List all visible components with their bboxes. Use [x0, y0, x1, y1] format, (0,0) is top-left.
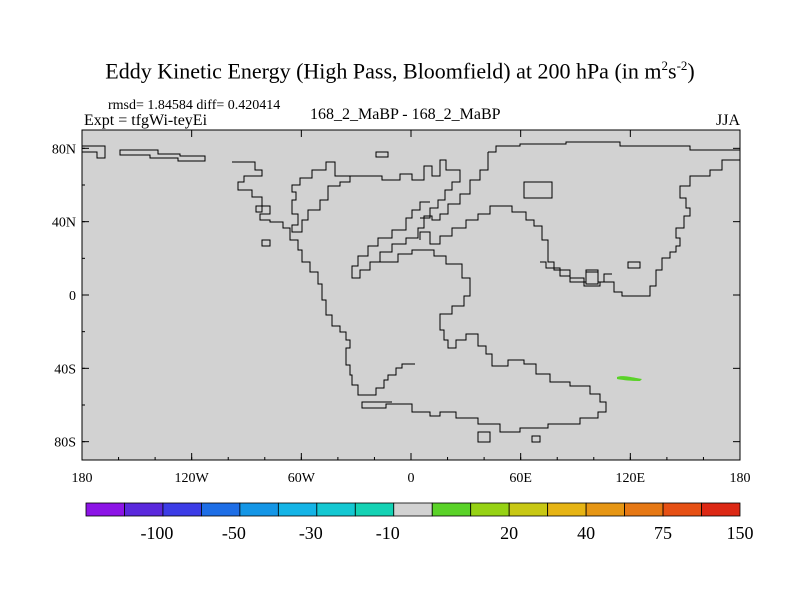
experiment-label: Expt = tfgWi-teyEi [84, 112, 208, 129]
colorbar-swatch [85, 502, 125, 517]
colorbar-swatch [124, 502, 164, 517]
coastline-eurasia-arctic [488, 141, 740, 153]
colorbar-label: 20 [500, 523, 518, 543]
colorbar-label: 75 [654, 523, 672, 543]
x-tick-label: 60W [288, 471, 316, 486]
colorbar-swatch [431, 502, 472, 517]
colorbar-swatch [470, 502, 510, 517]
stats-label: rmsd= 1.84584 diff= 0.420414 [108, 98, 281, 113]
coastline-scandinavia [351, 152, 489, 279]
colorbar-swatch [701, 502, 741, 517]
colorbar-label: -10 [376, 523, 400, 543]
x-tick-label: 0 [408, 471, 415, 486]
coastline-caspian [523, 181, 553, 199]
colorbar-swatch [508, 502, 549, 517]
coastline-antarctic-isle-a [477, 431, 491, 443]
colorbar-swatch [201, 502, 241, 517]
coastline-africa [361, 249, 607, 433]
y-axis-ticks: 80N 40N 0 40S 80S [52, 142, 740, 451]
colorbar-swatch [354, 502, 395, 517]
coastline-antarctic-isle-b [531, 435, 541, 443]
colorbar-swatch [585, 502, 625, 517]
coastline-southeast-asia [540, 261, 612, 283]
coastline-north-america-east [291, 161, 351, 233]
colorbar-swatch [239, 502, 279, 517]
anomaly-patch [617, 376, 642, 381]
map-field [82, 130, 740, 460]
x-tick-label: 60E [509, 471, 532, 486]
colorbar-swatch [277, 502, 318, 517]
colorbar-swatch [662, 502, 702, 517]
chart-title: Eddy Kinetic Energy (High Pass, Bloomfie… [105, 58, 695, 84]
coastline-eurasia-north [419, 159, 740, 297]
colorbar: -100 -50 -30 -10 20 40 75 150 [85, 502, 754, 543]
colorbar-label: -100 [140, 523, 173, 543]
y-tick-label: 80N [52, 142, 76, 157]
colorbar-swatch [547, 502, 587, 517]
colorbar-swatch [316, 502, 356, 517]
coastlines [82, 141, 740, 443]
coastline-north-america [232, 161, 415, 396]
x-tick-label: 120E [616, 471, 646, 486]
run-comparison-label: 168_2_MaBP - 168_2_MaBP [310, 106, 501, 123]
coastline-island-small-a [261, 239, 271, 247]
coastline-small-island [375, 151, 389, 158]
x-tick-label: 120W [175, 471, 210, 486]
season-label: JJA [716, 112, 741, 129]
coastline-island-small-b [255, 205, 263, 213]
coastline-hudson [350, 159, 461, 219]
x-axis-ticks: 180 120W 60W 0 60E 120E 180 [72, 130, 751, 486]
colorbar-label: -30 [299, 523, 323, 543]
x-tick-label: 180 [72, 471, 93, 486]
colorbar-label: 150 [727, 523, 754, 543]
y-tick-label: 40S [54, 362, 76, 377]
coastline-arctic-west [82, 145, 106, 159]
coastline-island-se-a [585, 271, 599, 285]
colorbar-swatch [624, 502, 664, 517]
y-tick-label: 0 [69, 289, 76, 304]
coastline-island-se-b [627, 261, 641, 269]
colorbar-label: 40 [577, 523, 595, 543]
colorbar-label: -50 [222, 523, 246, 543]
y-tick-label: 80S [54, 436, 76, 451]
x-tick-label: 180 [730, 471, 751, 486]
colorbar-swatch [162, 502, 202, 517]
y-tick-label: 40N [52, 216, 76, 231]
colorbar-swatch [393, 502, 433, 517]
coastline-arctic-island [119, 149, 206, 162]
